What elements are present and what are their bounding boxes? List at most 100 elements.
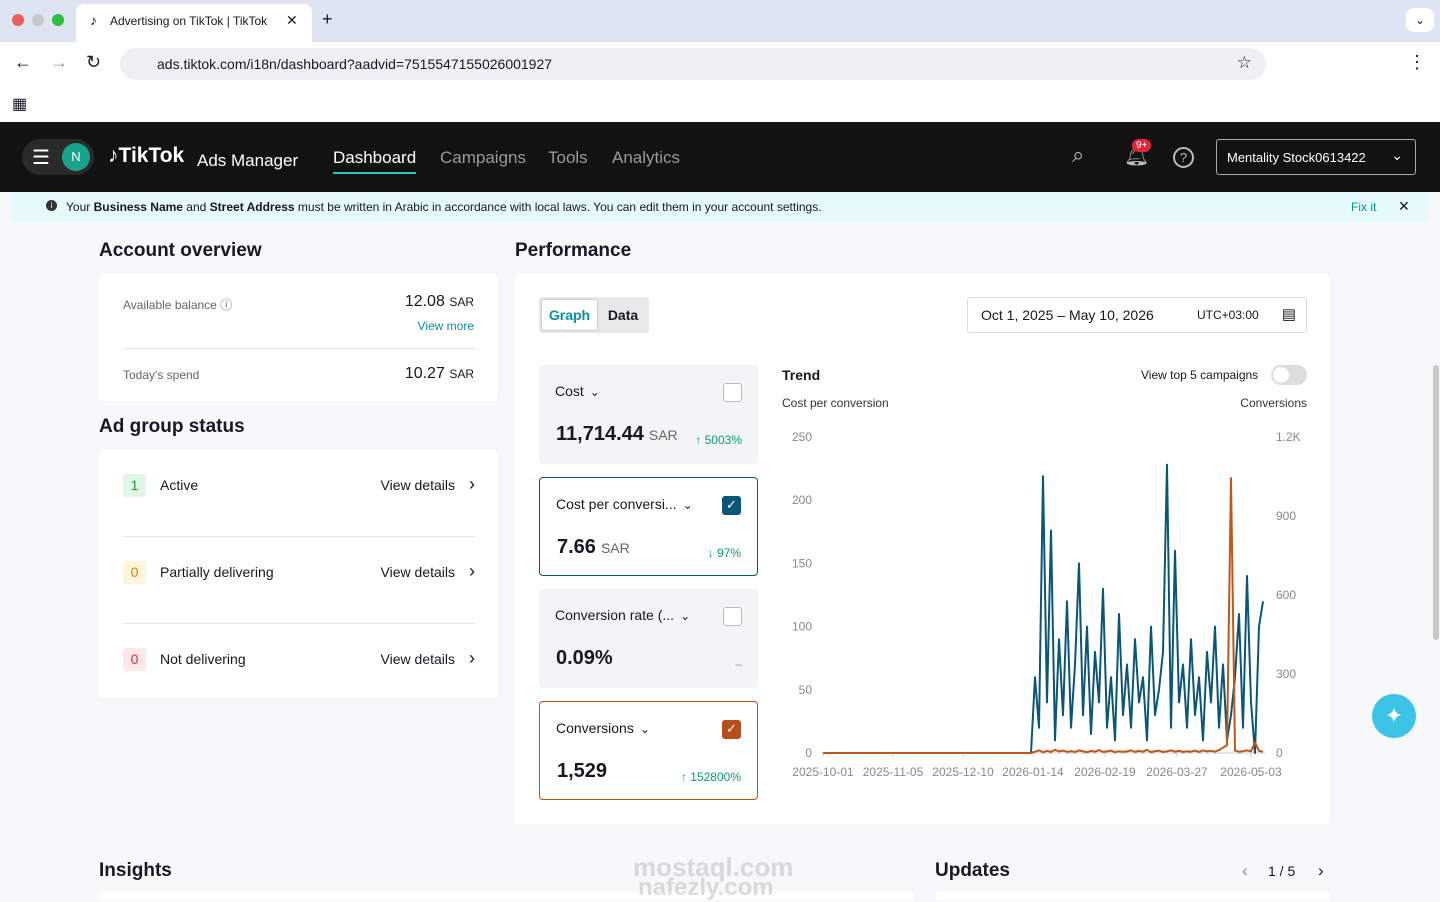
nav-item[interactable]: Analytics bbox=[612, 148, 681, 167]
t: must be written in Arabic in accordance … bbox=[294, 200, 822, 214]
view-details[interactable]: View details bbox=[380, 477, 455, 493]
date-picker[interactable]: Oct 1, 2025 – May 10, 2026 UTC+03:00 ▤ bbox=[967, 297, 1307, 333]
back[interactable]: ← bbox=[14, 52, 32, 72]
overview-card: Available balance ⓘ 12.08 SAR View more … bbox=[99, 274, 498, 401]
url: ads.tiktok.com/i18n/dashboard?aadvid=751… bbox=[157, 56, 553, 72]
caret: ⌄ bbox=[680, 609, 691, 623]
nav-item[interactable]: Campaigns bbox=[440, 148, 526, 167]
new-tab[interactable]: + bbox=[322, 9, 333, 29]
section-title: Performance bbox=[515, 240, 632, 261]
logo-text: TikTok bbox=[118, 144, 185, 167]
metric-card[interactable]: Conversion rate (... ⌄ 0.09% – bbox=[539, 589, 758, 688]
trend-chart: Cost per conversion Conversions 0 50 100 150 2… bbox=[782, 396, 1307, 779]
view-details[interactable]: View details bbox=[380, 564, 455, 580]
menu[interactable]: ⋮ bbox=[1408, 52, 1426, 72]
toggle[interactable] bbox=[1271, 365, 1307, 385]
y2-tick-label: 900 bbox=[1276, 509, 1296, 523]
checkbox[interactable] bbox=[723, 607, 742, 626]
fix-link[interactable]: Fix it bbox=[1351, 200, 1377, 214]
pager: 1 / 5 bbox=[1268, 863, 1296, 879]
line-series bbox=[823, 477, 1264, 754]
metric-name: Cost bbox=[555, 383, 584, 399]
tab[interactable]: Advertising on TikTok | TikTok ♪ ✕ bbox=[76, 4, 312, 42]
metric-card[interactable]: Cost ⌄ 11,714.44 SAR ↑ 5003% bbox=[539, 365, 758, 464]
section-title: Insights bbox=[99, 860, 172, 881]
metric-change: ↑ 152800% bbox=[680, 770, 741, 784]
t: 10.27 bbox=[404, 365, 445, 382]
trend-title: Trend bbox=[782, 367, 821, 383]
tab-menu[interactable]: ⌄ bbox=[1406, 8, 1434, 32]
tab-graph[interactable]: Graph bbox=[541, 299, 598, 331]
label: Today's spend bbox=[123, 368, 200, 382]
apps[interactable]: ▦ bbox=[12, 96, 28, 113]
account-select[interactable]: Mentality Stock0613422 ⌄ bbox=[1216, 139, 1416, 175]
y2-tick-label: 300 bbox=[1276, 667, 1296, 681]
metric-name: Conversion rate (... bbox=[555, 607, 675, 623]
x-tick-label: 2025-11-05 bbox=[863, 765, 924, 779]
count-badge: 0 bbox=[123, 648, 146, 671]
t: Street Address bbox=[209, 200, 295, 214]
y-tick-label: 250 bbox=[792, 430, 812, 444]
assistant[interactable]: ✦ bbox=[1372, 694, 1416, 738]
unit: SAR bbox=[600, 540, 630, 556]
next[interactable]: › bbox=[1318, 861, 1324, 880]
unit: SAR bbox=[648, 427, 678, 443]
close-dot[interactable] bbox=[12, 14, 24, 26]
tab-icon: ♪ bbox=[90, 12, 97, 28]
spend: 10.27 SAR bbox=[405, 365, 474, 383]
chevron: › bbox=[469, 561, 475, 581]
watermark: nafezly.com bbox=[638, 874, 774, 901]
section-title: Ad group status bbox=[99, 416, 245, 437]
info-icon: i bbox=[46, 200, 57, 211]
tab-close[interactable]: ✕ bbox=[286, 12, 298, 28]
status-label: Active bbox=[160, 477, 199, 493]
status-row: 1 Active View details › bbox=[123, 450, 475, 537]
x-tick-label: 2026-02-19 bbox=[1074, 765, 1136, 779]
reload[interactable]: ↻ bbox=[86, 52, 102, 72]
checkbox[interactable]: ✓ bbox=[722, 720, 741, 739]
status-row: 0 Partially delivering View details › bbox=[123, 537, 475, 624]
logo[interactable]: ♪TikTok bbox=[108, 144, 185, 167]
status-label: Partially delivering bbox=[160, 564, 274, 580]
view-details[interactable]: View details bbox=[380, 651, 455, 667]
tab-data[interactable]: Data bbox=[607, 307, 639, 323]
view-more[interactable]: View more bbox=[417, 319, 474, 333]
nav-item[interactable]: Dashboard bbox=[333, 148, 417, 174]
banner-text: Your Business Name and Street Address mu… bbox=[66, 200, 822, 214]
forward[interactable]: → bbox=[50, 52, 68, 72]
unit: SAR bbox=[449, 367, 474, 381]
section-title: Account overview bbox=[99, 240, 262, 261]
x-tick-label: 2026-01-14 bbox=[1002, 765, 1064, 779]
metric-name: Cost per conversi... bbox=[556, 496, 677, 512]
t: Your bbox=[66, 200, 94, 214]
t: and bbox=[182, 200, 210, 214]
metric-card[interactable]: Cost per conversi... ⌄ 7.66 SAR ↓ 97% ✓ bbox=[539, 477, 758, 576]
status-label: Not delivering bbox=[160, 651, 246, 667]
x-tick-label: 2025-12-10 bbox=[932, 765, 994, 779]
menu-pill[interactable]: ☰ N bbox=[22, 139, 94, 175]
help[interactable]: ? bbox=[1173, 147, 1194, 168]
max-dot[interactable] bbox=[52, 14, 64, 26]
banner-close[interactable]: ✕ bbox=[1398, 198, 1410, 214]
search[interactable]: ⌕ bbox=[1072, 142, 1085, 167]
updates-card bbox=[935, 892, 1330, 900]
checkbox[interactable] bbox=[723, 383, 742, 402]
metric-card[interactable]: Conversions ⌄ 1,529 ↑ 152800% ✓ bbox=[539, 701, 758, 800]
insights-card bbox=[99, 892, 914, 900]
account-name: Mentality Stock0613422 bbox=[1227, 150, 1366, 165]
nav-item[interactable]: Tools bbox=[548, 148, 588, 167]
t: 0.09% bbox=[556, 647, 613, 669]
calendar-icon: ▤ bbox=[1281, 306, 1296, 323]
timezone: UTC+03:00 bbox=[1197, 308, 1259, 322]
bookmark-star[interactable]: ☆ bbox=[1236, 53, 1252, 72]
metric-change: – bbox=[735, 657, 742, 671]
badge: 9+ bbox=[1132, 139, 1152, 152]
min-dot[interactable] bbox=[32, 14, 44, 26]
checkbox[interactable]: ✓ bbox=[722, 496, 741, 515]
address-bar[interactable]: ads.tiktok.com/i18n/dashboard?aadvid=751… bbox=[120, 48, 1266, 80]
y2-tick-label: 1.2K bbox=[1276, 430, 1301, 444]
y-axis-title: Cost per conversion bbox=[782, 396, 889, 410]
prev[interactable]: ‹ bbox=[1242, 861, 1248, 880]
scrollbar bbox=[1433, 365, 1439, 640]
date-range: Oct 1, 2025 – May 10, 2026 bbox=[981, 307, 1154, 323]
